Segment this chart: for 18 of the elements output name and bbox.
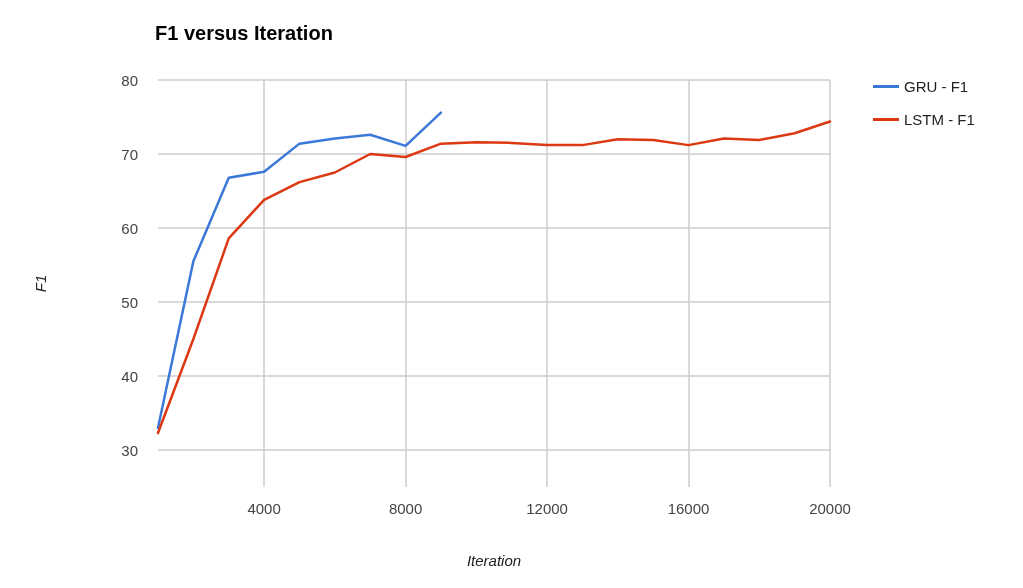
legend-label: GRU - F1 bbox=[904, 78, 969, 95]
x-axis-title: Iteration bbox=[466, 552, 522, 569]
y-tick-label: 70 bbox=[121, 145, 138, 163]
y-axis-title: F1 bbox=[32, 274, 49, 293]
y-tick-label: 80 bbox=[121, 71, 138, 89]
x-tick-label: 8000 bbox=[388, 500, 423, 517]
y-tick-label: 60 bbox=[121, 219, 138, 237]
line-series bbox=[156, 120, 832, 435]
x-tick-label: 16000 bbox=[667, 500, 710, 517]
chart-title: F1 versus Iteration bbox=[155, 22, 333, 44]
y-tick-label: 30 bbox=[121, 441, 138, 459]
x-tick-label: 20000 bbox=[809, 500, 851, 517]
x-tick-label: 12000 bbox=[526, 500, 568, 517]
y-tick-label: 40 bbox=[121, 367, 138, 385]
x-tick-label: 4000 bbox=[247, 500, 281, 517]
legend-label: LSTM - F1 bbox=[904, 111, 975, 128]
y-tick-label: 50 bbox=[121, 293, 138, 311]
line-series bbox=[156, 111, 443, 430]
